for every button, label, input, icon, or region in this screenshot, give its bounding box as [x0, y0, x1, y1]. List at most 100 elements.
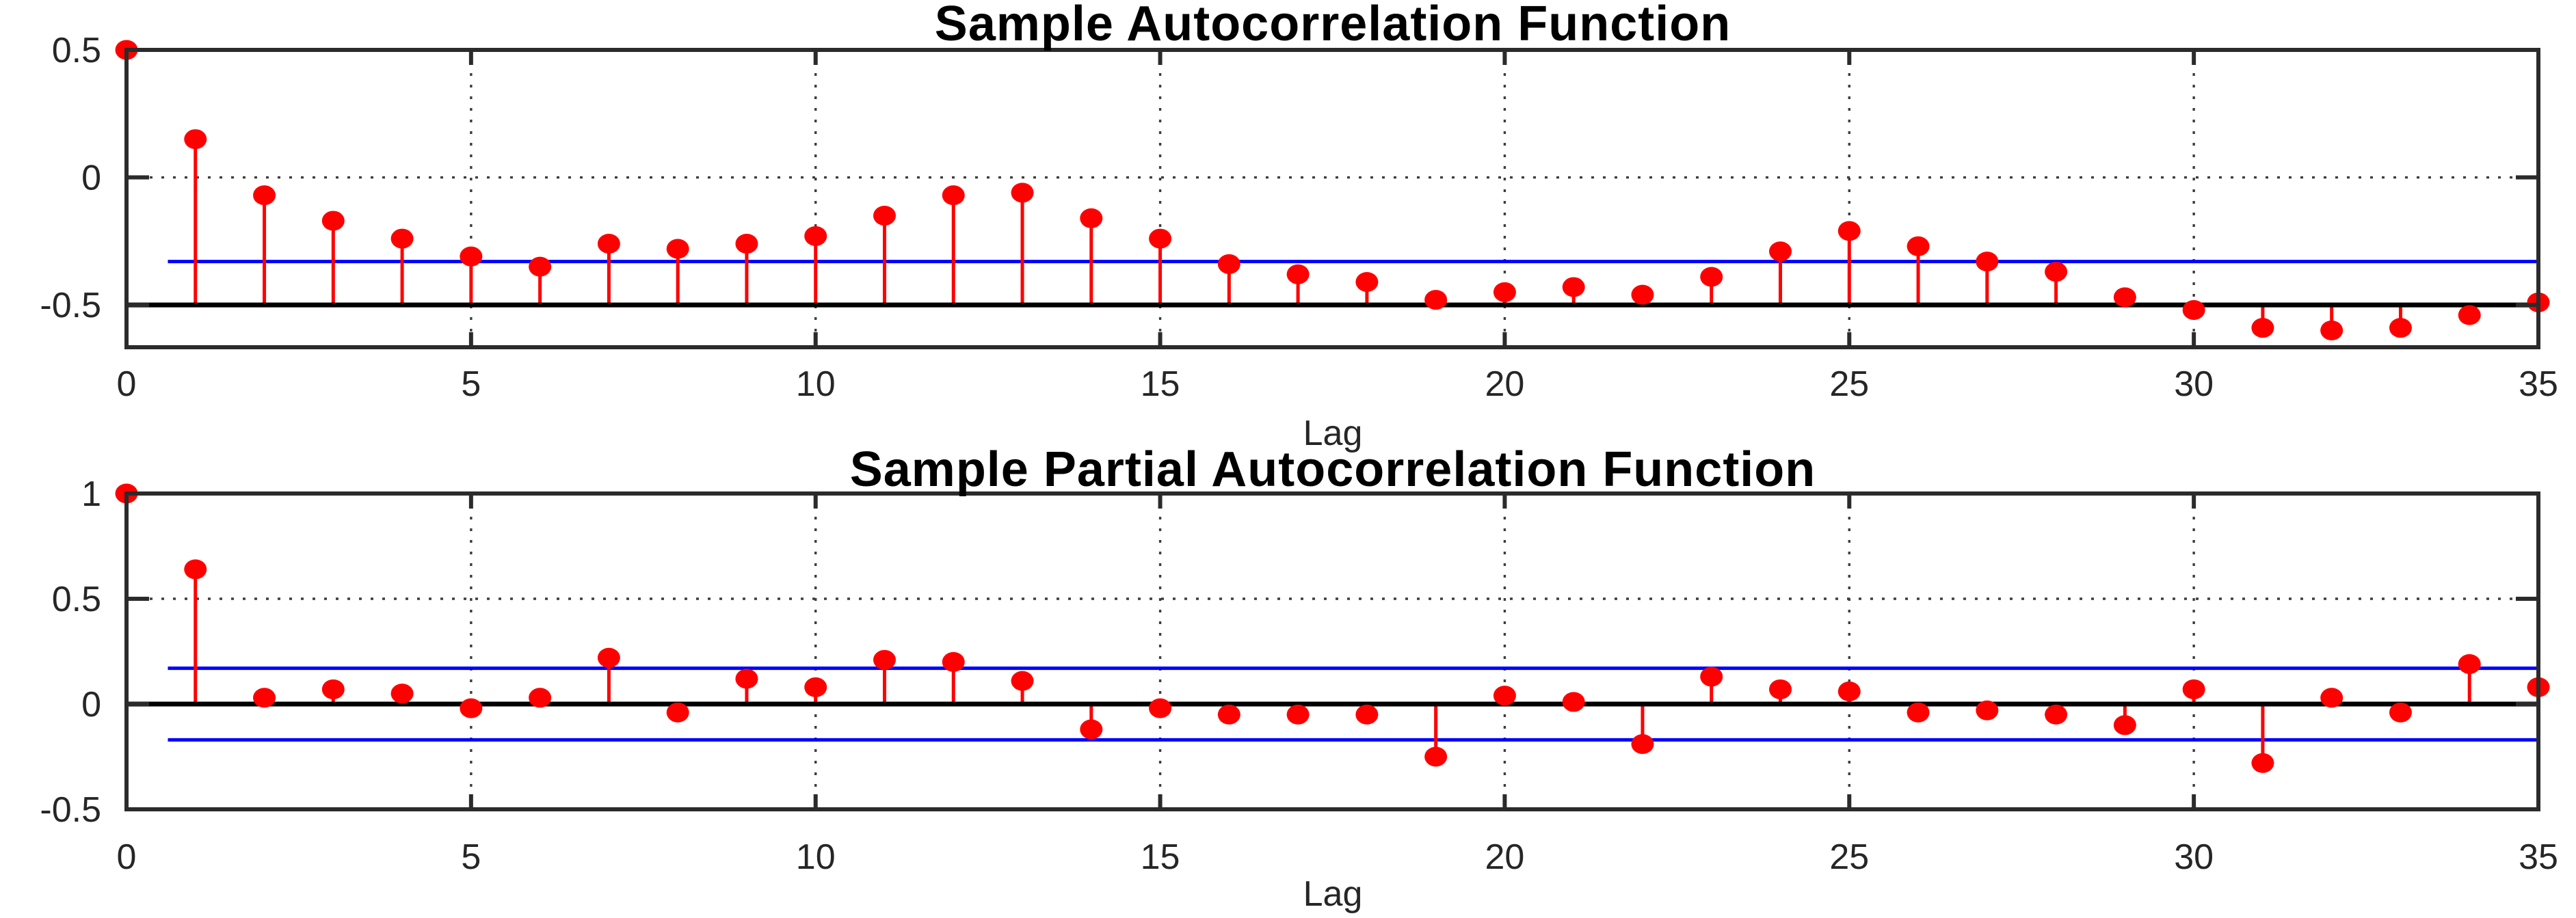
- stem-marker: [1769, 241, 1792, 262]
- stem-marker: [804, 226, 827, 246]
- stem-marker: [597, 234, 620, 254]
- stem-marker: [1837, 221, 1861, 241]
- y-tick-label: 0: [81, 159, 101, 198]
- x-tick-label: 0: [117, 837, 137, 877]
- pacf-title: Sample Partial Autocorrelation Function: [850, 442, 1816, 497]
- stem-marker: [2045, 262, 2068, 282]
- stem-marker: [1631, 284, 1654, 305]
- stem-marker: [735, 234, 758, 254]
- acf-subplot: 0 5 10 15 20 25 30 35 0.5 0 -0.5: [40, 31, 2558, 404]
- axes-box: [124, 48, 2540, 349]
- x-tick-label: 10: [796, 837, 836, 877]
- stem-marker: [390, 684, 414, 704]
- stem-marker: [2113, 287, 2136, 308]
- stem-marker: [529, 256, 552, 277]
- stem-marker: [873, 205, 896, 226]
- stem-marker: [1837, 681, 1861, 702]
- stem-marker: [942, 651, 965, 672]
- x-tick-label: 5: [461, 837, 481, 877]
- stem-marker: [2320, 688, 2343, 708]
- x-tick-label: 15: [1141, 837, 1180, 877]
- stem-marker: [1424, 746, 1448, 767]
- stem-marker: [321, 679, 345, 699]
- stem-marker: [1700, 267, 1723, 287]
- stem-marker: [873, 649, 896, 670]
- stem-marker: [2458, 653, 2481, 674]
- stem-marker: [942, 185, 965, 206]
- y-tick-label: 1: [81, 474, 101, 514]
- stem-marker: [1355, 271, 1379, 292]
- y-tick-label: 0: [81, 685, 101, 725]
- y-tick-label: 0.5: [52, 580, 101, 619]
- stem-marker: [1149, 698, 1172, 718]
- x-tick-label: 20: [1485, 837, 1525, 877]
- stem-marker: [1217, 704, 1240, 725]
- stem-marker: [2251, 753, 2274, 773]
- x-tick-label: 30: [2174, 837, 2214, 877]
- stem-marker: [1700, 666, 1723, 687]
- stem-marker: [1493, 282, 1516, 302]
- stem-marker: [184, 559, 207, 580]
- stem-marker: [2113, 715, 2136, 735]
- x-tick-label: 25: [1829, 364, 1869, 404]
- stem-marker: [1080, 719, 1103, 740]
- x-tick-label: 5: [461, 364, 481, 404]
- stem-marker: [1355, 704, 1379, 725]
- stem-marker: [1217, 254, 1240, 274]
- stem-marker: [1769, 679, 1792, 699]
- stem-marker: [1976, 700, 1999, 720]
- stem-marker: [1149, 228, 1172, 249]
- stem-marker: [1286, 704, 1310, 725]
- stem-marker: [1976, 252, 1999, 272]
- stem-marker: [597, 647, 620, 668]
- x-tick-label: 10: [796, 364, 836, 404]
- x-tick-label: 20: [1485, 364, 1525, 404]
- stem-marker: [666, 239, 689, 259]
- stem-marker: [1631, 734, 1654, 755]
- y-tick-label: -0.5: [40, 286, 101, 325]
- stem-marker: [2389, 702, 2412, 723]
- stem-marker: [2045, 704, 2068, 725]
- axes-box: [124, 491, 2540, 811]
- stem-marker: [253, 185, 276, 206]
- x-tick-label: 35: [2519, 364, 2558, 404]
- stem-marker: [1907, 702, 1930, 723]
- stem-marker: [1011, 671, 1034, 691]
- stem-marker: [1286, 264, 1310, 284]
- acf-xlabel: Lag: [1303, 414, 1363, 453]
- x-tick-label: 0: [117, 364, 137, 404]
- stem-marker: [1562, 692, 1585, 712]
- stem-marker: [390, 228, 414, 249]
- x-tick-label: 30: [2174, 364, 2214, 404]
- acf-title: Sample Autocorrelation Function: [935, 0, 1731, 51]
- stem-marker: [735, 669, 758, 689]
- stem-marker: [184, 129, 207, 150]
- stem-marker: [2251, 318, 2274, 338]
- stem-marker: [1424, 290, 1448, 310]
- stem-marker: [460, 698, 483, 718]
- pacf-xlabel: Lag: [1303, 874, 1363, 914]
- x-tick-label: 25: [1829, 837, 1869, 877]
- stem-marker: [2182, 300, 2205, 321]
- stem-marker: [460, 246, 483, 267]
- x-tick-label: 35: [2519, 837, 2558, 877]
- stem-marker: [2389, 318, 2412, 338]
- stem-marker: [2320, 320, 2343, 340]
- stem-marker: [2458, 305, 2481, 325]
- x-tick-label: 15: [1141, 364, 1180, 404]
- stem-marker: [1011, 183, 1034, 203]
- pacf-subplot: 0 5 10 15 20 25 30 35 1 0.5 0 -0.5: [40, 474, 2558, 877]
- y-tick-label: -0.5: [40, 790, 101, 830]
- stem-marker: [321, 211, 345, 231]
- stem-marker: [529, 688, 552, 708]
- stem-marker: [804, 677, 827, 697]
- stem-marker: [666, 702, 689, 723]
- y-tick-label: 0.5: [52, 31, 101, 70]
- stem-marker: [1907, 236, 1930, 256]
- stem-marker: [2182, 679, 2205, 699]
- stem-marker: [253, 688, 276, 708]
- stem-marker: [1493, 686, 1516, 706]
